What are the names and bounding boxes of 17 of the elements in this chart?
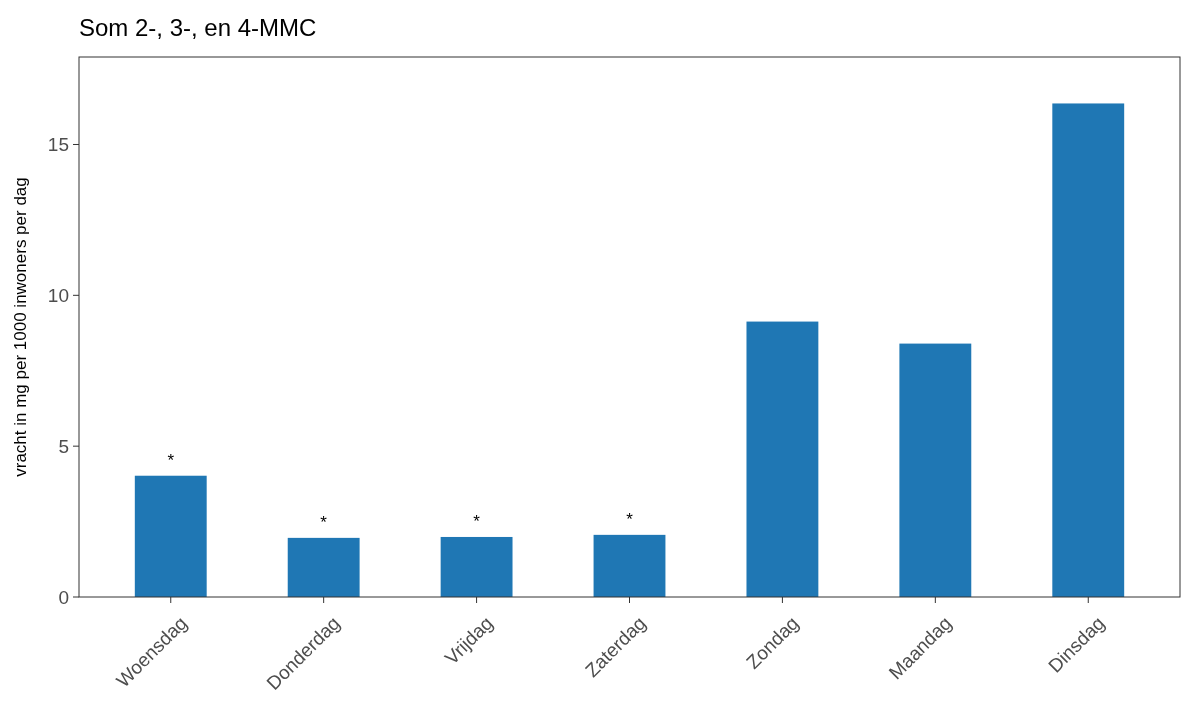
data-label: * — [626, 509, 634, 529]
data-label: * — [167, 450, 175, 470]
y-tick-label: 0 — [58, 586, 69, 608]
bar — [1052, 103, 1125, 597]
bar — [287, 537, 360, 597]
bar — [440, 536, 513, 597]
bar — [746, 321, 819, 597]
y-tick-label: 10 — [47, 284, 69, 306]
bar — [134, 475, 207, 597]
bar — [899, 343, 972, 597]
y-tick-label: 5 — [58, 435, 69, 457]
bar — [593, 534, 666, 597]
y-axis-title: vracht in mg per 1000 inwoners per dag — [11, 177, 30, 477]
chart-title: Som 2-, 3-, en 4-MMC — [79, 14, 317, 41]
data-label: * — [320, 512, 328, 532]
y-tick-label: 15 — [47, 134, 69, 156]
data-label: * — [473, 511, 481, 531]
